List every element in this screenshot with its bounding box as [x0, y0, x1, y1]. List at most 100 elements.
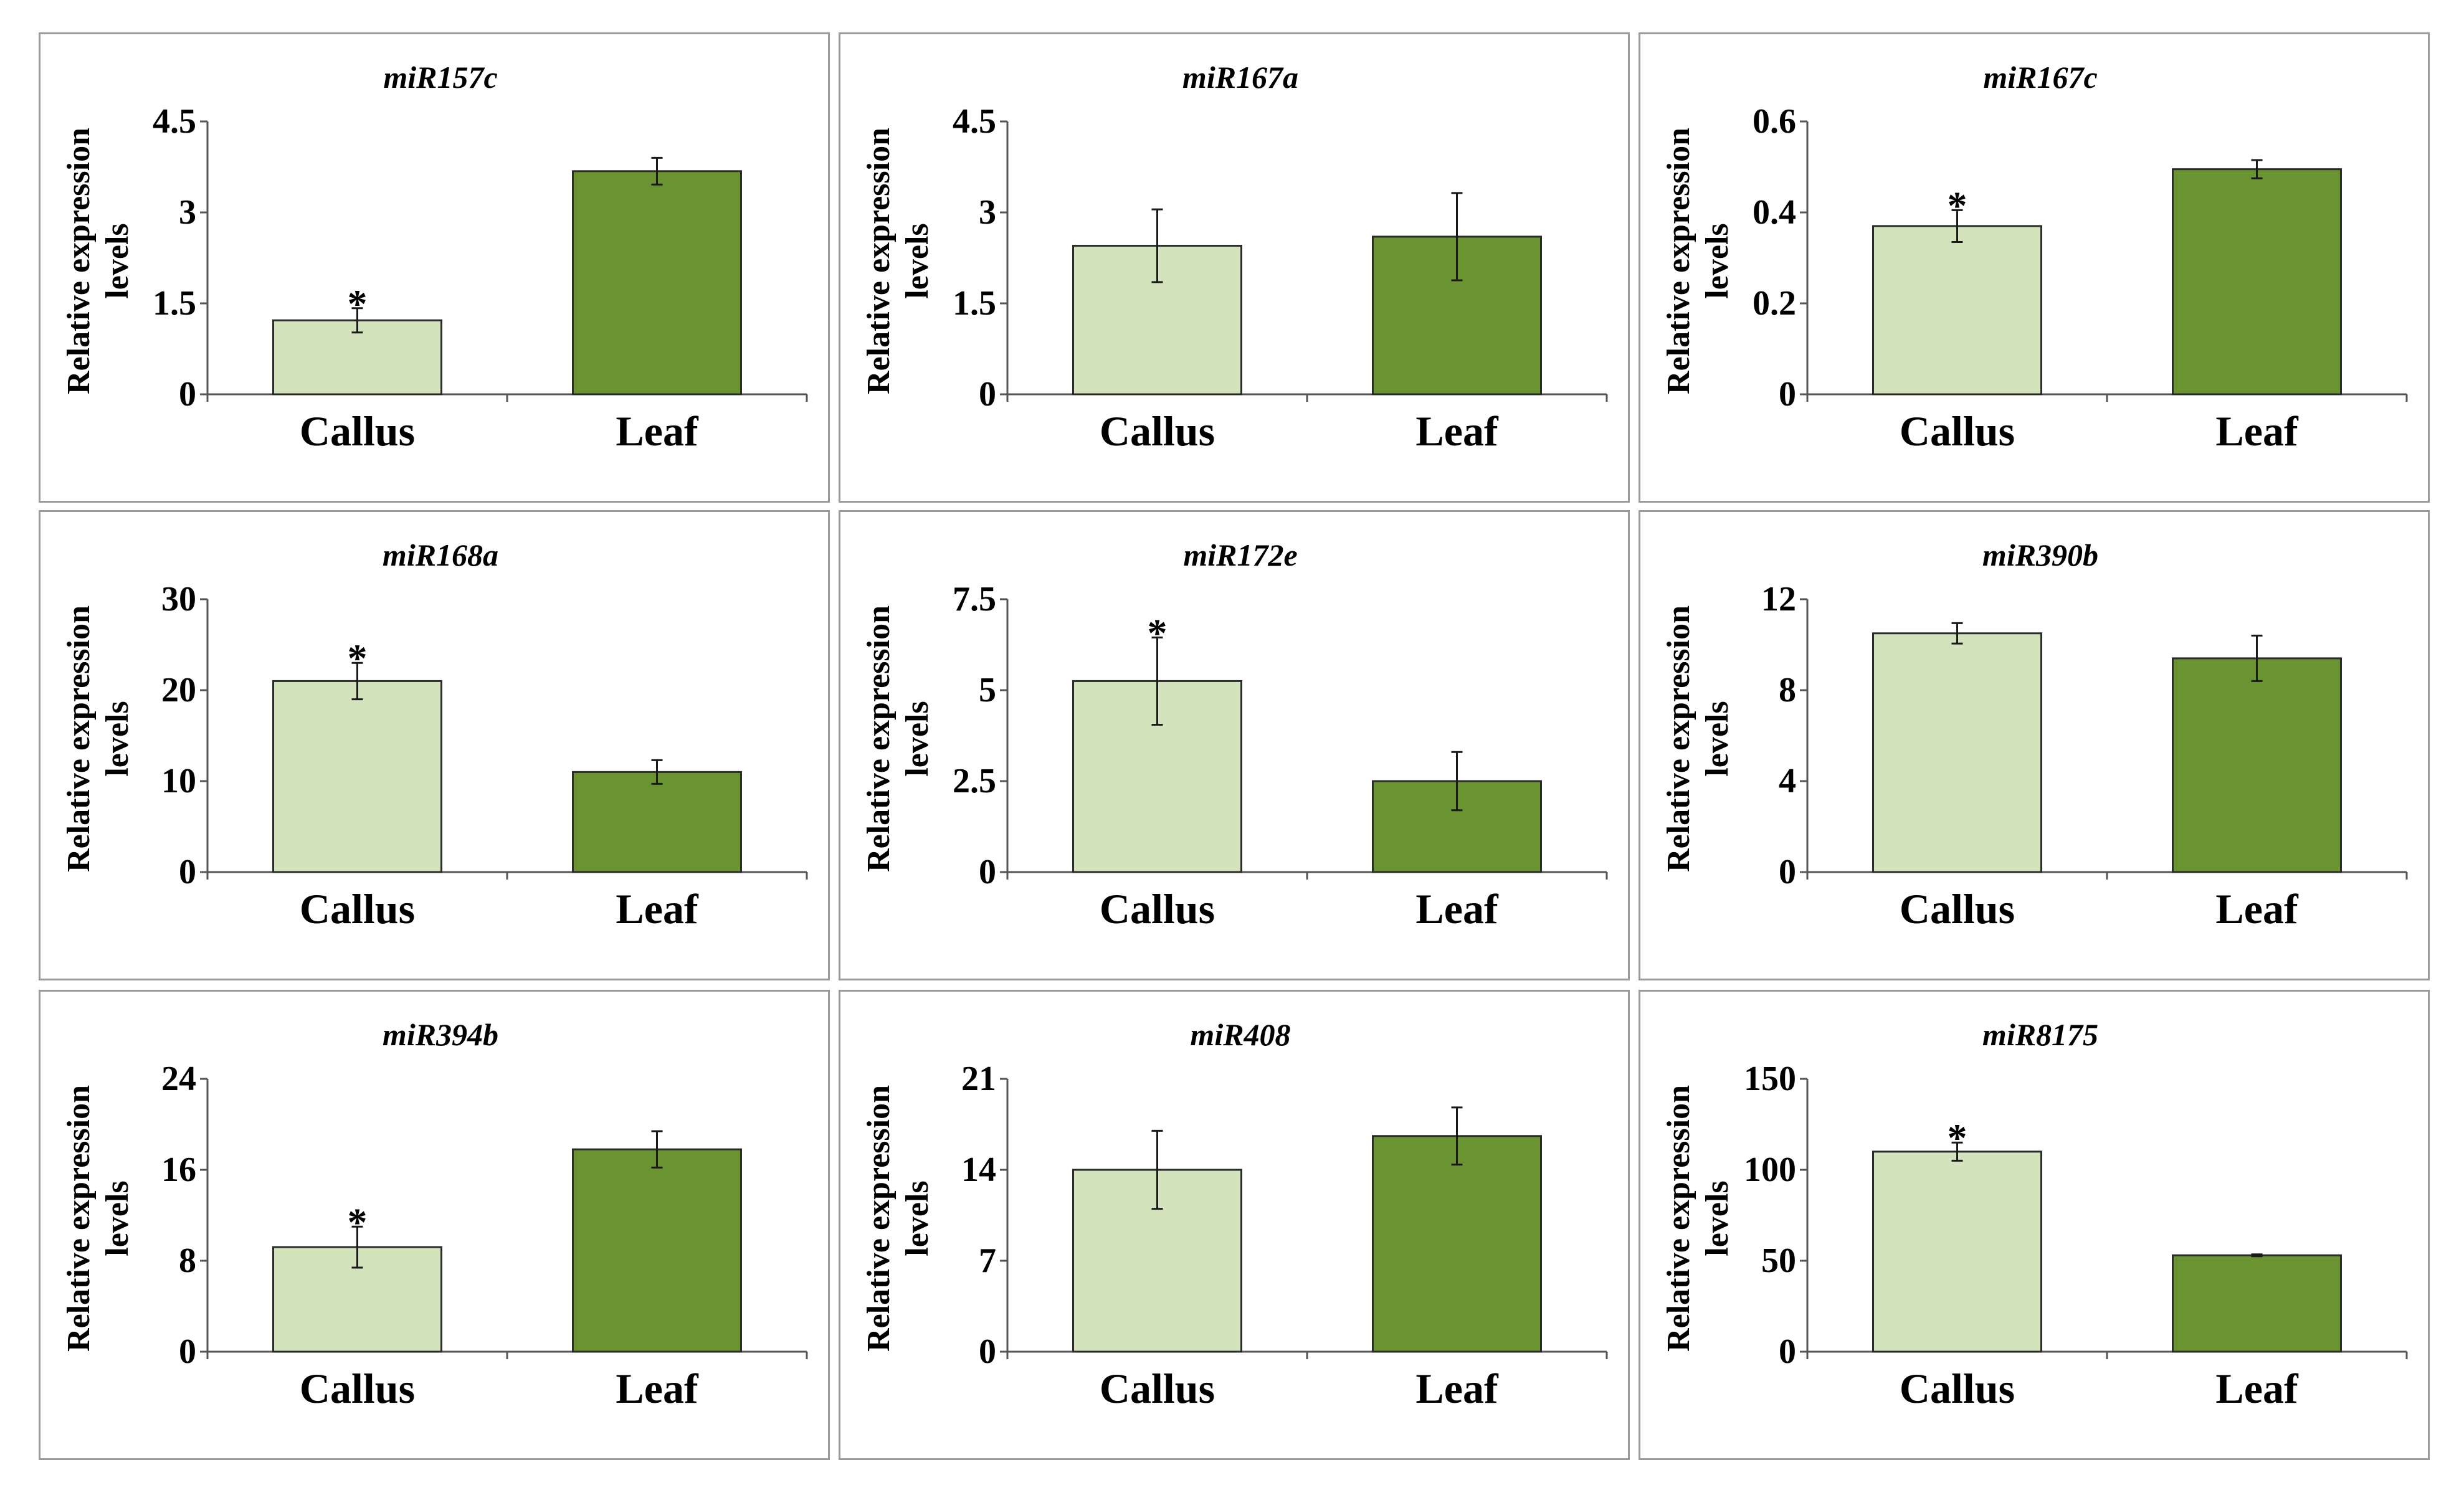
y-tick-label: 5 — [979, 671, 996, 709]
x-category-label: Callus — [1100, 885, 1215, 932]
panel-mir168a: miR168a Relative expressionlevels 0 10 20 30 *… — [39, 510, 830, 980]
y-axis-label: Relative expressionlevels — [861, 605, 935, 872]
panel-mir390b: miR390b Relative expressionlevels 0 4 8 12 Cal… — [1639, 510, 2430, 980]
panel-mir8175: miR8175 Relative expressionlevels 0 50 100 15… — [1639, 990, 2430, 1460]
x-category-label: Callus — [1900, 1365, 2015, 1412]
bar-leaf — [2172, 657, 2342, 873]
bar-leaf — [2172, 1254, 2342, 1353]
significance-marker: * — [1948, 1116, 1967, 1160]
bar-leaf — [572, 170, 742, 396]
y-axis-label: Relative expressionlevels — [61, 1085, 135, 1352]
y-tick-label: 4 — [1779, 762, 1796, 800]
x-category-label: Leaf — [1415, 407, 1499, 455]
y-tick-label: 12 — [1761, 580, 1796, 619]
chart-svg: miR172e Relative expressionlevels 0 2.5 5 7.5… — [861, 538, 1608, 932]
y-tick-label: 1.5 — [153, 284, 196, 323]
y-tick-label: 3 — [979, 193, 996, 232]
y-tick-label: 4.5 — [953, 102, 996, 141]
chart-title: miR167c — [1983, 60, 2097, 95]
y-tick-label: 7 — [979, 1241, 996, 1280]
x-category-label: Leaf — [2215, 1365, 2299, 1412]
chart-title: miR390b — [1982, 538, 2098, 572]
y-axis-label: Relative expressionlevels — [61, 605, 135, 872]
y-tick-label: 0.4 — [1753, 193, 1796, 232]
y-tick-label: 150 — [1744, 1060, 1796, 1098]
bar-callus — [1872, 1151, 2042, 1353]
x-category-label: Callus — [1100, 407, 1215, 455]
y-tick-label: 3 — [179, 193, 196, 232]
x-category-label: Leaf — [1415, 1365, 1499, 1412]
x-category-label: Leaf — [2215, 885, 2299, 932]
chart-title: miR168a — [383, 538, 498, 572]
y-axis-label: Relative expressionlevels — [61, 128, 135, 394]
x-category-label: Callus — [1900, 885, 2015, 932]
chart-title: miR8175 — [1982, 1017, 2098, 1052]
bar-leaf — [572, 771, 742, 873]
y-tick-label: 0 — [1779, 853, 1796, 891]
bar-callus — [1872, 632, 2042, 873]
y-tick-label: 0 — [979, 375, 996, 414]
y-axis-label: Relative expressionlevels — [861, 128, 935, 394]
y-tick-label: 14 — [961, 1151, 996, 1189]
panel-mir408: miR408 Relative expressionlevels 0 7 14 21 Cal… — [839, 990, 1630, 1460]
chart-title: miR167a — [1182, 60, 1298, 95]
x-category-label: Callus — [1900, 407, 2015, 455]
chart-title: miR157c — [383, 60, 497, 95]
y-tick-label: 100 — [1744, 1151, 1796, 1189]
y-tick-label: 0 — [179, 853, 196, 891]
panel-mir167a: miR167a Relative expressionlevels 0 1.5 3 4.5… — [839, 32, 1630, 503]
bar-leaf — [1372, 1135, 1542, 1353]
y-tick-label: 20 — [161, 671, 196, 709]
y-tick-label: 8 — [179, 1241, 196, 1280]
chart-svg: miR157c Relative expressionlevels 0 1.5 3 4.5… — [61, 60, 808, 455]
bar-callus — [1872, 225, 2042, 396]
x-category-label: Callus — [300, 885, 415, 932]
significance-marker: * — [1948, 183, 1967, 227]
chart-title: miR408 — [1190, 1017, 1290, 1052]
bar-leaf — [2172, 168, 2342, 396]
y-tick-label: 24 — [161, 1060, 196, 1098]
chart-svg: miR167c Relative expressionlevels 0 0.2 0.4 0… — [1661, 60, 2408, 455]
chart-svg: miR394b Relative expressionlevels 0 8 16 24 * C… — [61, 1017, 808, 1412]
y-axis-label: Relative expressionlevels — [1661, 1085, 1735, 1352]
y-tick-label: 0.6 — [1753, 102, 1796, 141]
x-category-label: Callus — [300, 1365, 415, 1412]
x-category-label: Leaf — [616, 885, 699, 932]
y-axis-label: Relative expressionlevels — [1661, 128, 1735, 394]
y-tick-label: 8 — [1779, 671, 1796, 709]
significance-marker: * — [1148, 610, 1168, 655]
panel-mir172e: miR172e Relative expressionlevels 0 2.5 5 7.5… — [839, 510, 1630, 980]
y-tick-label: 0 — [179, 1332, 196, 1371]
y-tick-label: 16 — [161, 1151, 196, 1189]
chart-title: miR394b — [383, 1017, 498, 1052]
significance-marker: * — [348, 282, 368, 326]
bar-leaf — [572, 1148, 742, 1353]
y-tick-label: 1.5 — [953, 284, 996, 323]
x-category-label: Leaf — [616, 407, 699, 455]
y-tick-label: 0 — [979, 853, 996, 891]
y-tick-label: 50 — [1761, 1241, 1796, 1280]
x-category-label: Callus — [300, 407, 415, 455]
y-tick-label: 0 — [1779, 1332, 1796, 1371]
chart-svg: miR390b Relative expressionlevels 0 4 8 12 Cal… — [1661, 538, 2408, 932]
chart-svg: miR167a Relative expressionlevels 0 1.5 3 4.5… — [861, 60, 1608, 455]
y-tick-label: 30 — [161, 580, 196, 619]
y-tick-label: 0 — [179, 375, 196, 414]
y-tick-label: 21 — [961, 1060, 996, 1098]
chart-svg: miR8175 Relative expressionlevels 0 50 100 15… — [1661, 1017, 2408, 1412]
panel-mir394b: miR394b Relative expressionlevels 0 8 16 24 * C… — [39, 990, 830, 1460]
x-category-label: Leaf — [2215, 407, 2299, 455]
x-category-label: Leaf — [1415, 885, 1499, 932]
y-axis-label: Relative expressionlevels — [861, 1085, 935, 1352]
chart-svg: miR408 Relative expressionlevels 0 7 14 21 Cal… — [861, 1017, 1608, 1412]
y-tick-label: 7.5 — [953, 580, 996, 619]
significance-marker: * — [348, 1200, 368, 1244]
y-tick-label: 4.5 — [153, 102, 196, 141]
panel-mir167c: miR167c Relative expressionlevels 0 0.2 0.4 0… — [1639, 32, 2430, 503]
y-axis-label: Relative expressionlevels — [1661, 605, 1735, 872]
y-tick-label: 10 — [161, 762, 196, 800]
y-tick-label: 0 — [1779, 375, 1796, 414]
bar-callus — [272, 680, 442, 873]
panel-mir157c: miR157c Relative expressionlevels 0 1.5 3 4.5… — [39, 32, 830, 503]
